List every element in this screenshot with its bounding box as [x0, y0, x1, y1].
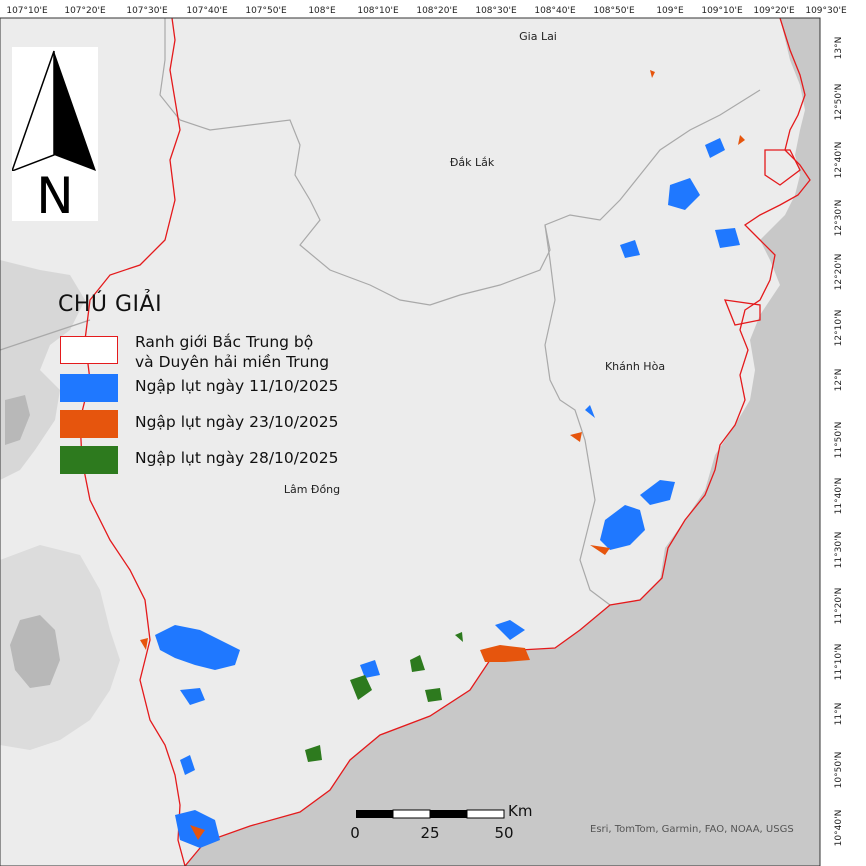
scale-tick-label: 25 [420, 824, 440, 842]
lat-label: 11°40'N [834, 477, 844, 515]
lon-label: 108°40'E [534, 6, 576, 16]
lon-label: 108°E [308, 6, 336, 16]
legend-label-flood-2310: Ngập lụt ngày 23/10/2025 [135, 413, 339, 431]
sea-area [185, 18, 820, 866]
lat-label: 11°10'N [834, 643, 844, 681]
legend-label-flood-1110: Ngập lụt ngày 11/10/2025 [135, 377, 339, 395]
lon-label: 109°10'E [701, 6, 743, 16]
map-frame [0, 17, 821, 866]
legend: CHÚ GIẢI Ranh giới Bắc Trung bộ và Duyên… [58, 292, 358, 474]
lon-label: 107°20'E [64, 6, 106, 16]
map-credits: Esri, TomTom, Garmin, FAO, NOAA, USGS [590, 824, 794, 835]
lat-label: 12°10'N [834, 309, 844, 347]
scale-bar: 0 25 50 Km [340, 802, 540, 844]
lon-label: 108°20'E [416, 6, 458, 16]
lat-label: 11°50'N [834, 421, 844, 459]
scale-tick-label: 0 [350, 824, 360, 842]
legend-swatch-orange [60, 410, 118, 438]
lon-label: 107°30'E [126, 6, 168, 16]
place-label-lam-dong: Lâm Đồng [283, 483, 341, 496]
lat-label: 12°50'N [834, 83, 844, 121]
place-label-gia-lai: Gia Lai [519, 30, 557, 43]
north-arrow: N [10, 47, 98, 225]
lake-shape [10, 615, 60, 688]
lat-label: 11°20'N [834, 587, 844, 625]
north-arrow-icon [10, 50, 96, 173]
legend-swatch-blue [60, 374, 118, 402]
lon-label: 108°10'E [357, 6, 399, 16]
scale-tick-label: 50 [494, 824, 514, 842]
scale-bar-graphic [356, 809, 505, 819]
lat-label: 10°40'N [834, 809, 844, 847]
legend-label-boundary: Ranh giới Bắc Trung bộ và Duyên hải miền… [135, 332, 329, 372]
legend-label-line: và Duyên hải miền Trung [135, 353, 330, 371]
lat-label: 11°30'N [834, 531, 844, 569]
lon-label: 109°20'E [753, 6, 795, 16]
legend-swatch-boundary [60, 336, 118, 364]
lat-label: 12°30'N [834, 199, 844, 237]
lon-label: 109°E [656, 6, 684, 16]
flood-1110-patches [155, 138, 740, 848]
lon-label: 109°30'E [805, 6, 847, 16]
lon-label: 108°50'E [593, 6, 635, 16]
legend-title: CHÚ GIẢI [58, 292, 163, 317]
lake-shape-2 [5, 395, 30, 445]
lon-label: 108°30'E [475, 6, 517, 16]
lat-label: 12°20'N [834, 253, 844, 291]
flood-2810-patches [305, 632, 463, 762]
scale-unit: Km [508, 802, 533, 820]
legend-swatch-green [60, 446, 118, 474]
lon-label: 107°40'E [186, 6, 228, 16]
lon-label: 107°10'E [6, 6, 48, 16]
lat-label: 10°50'N [834, 751, 844, 789]
province-borders [0, 18, 761, 606]
outside-region-sw [0, 545, 120, 750]
flood-2310-patches [140, 70, 745, 840]
legend-label-line: Ranh giới Bắc Trung bộ [135, 333, 314, 351]
legend-label-flood-2810: Ngập lụt ngày 28/10/2025 [135, 449, 339, 467]
north-letter: N [36, 167, 74, 225]
place-label-khanh-hoa: Khánh Hòa [604, 360, 666, 373]
lon-label: 107°50'E [245, 6, 287, 16]
place-label-dak-lak: Đắk Lắk [449, 156, 495, 169]
lat-label: 11°N [834, 702, 844, 726]
lat-label: 13°N [834, 36, 844, 60]
lat-label: 12°40'N [834, 141, 844, 179]
lat-label: 12°N [834, 368, 844, 392]
